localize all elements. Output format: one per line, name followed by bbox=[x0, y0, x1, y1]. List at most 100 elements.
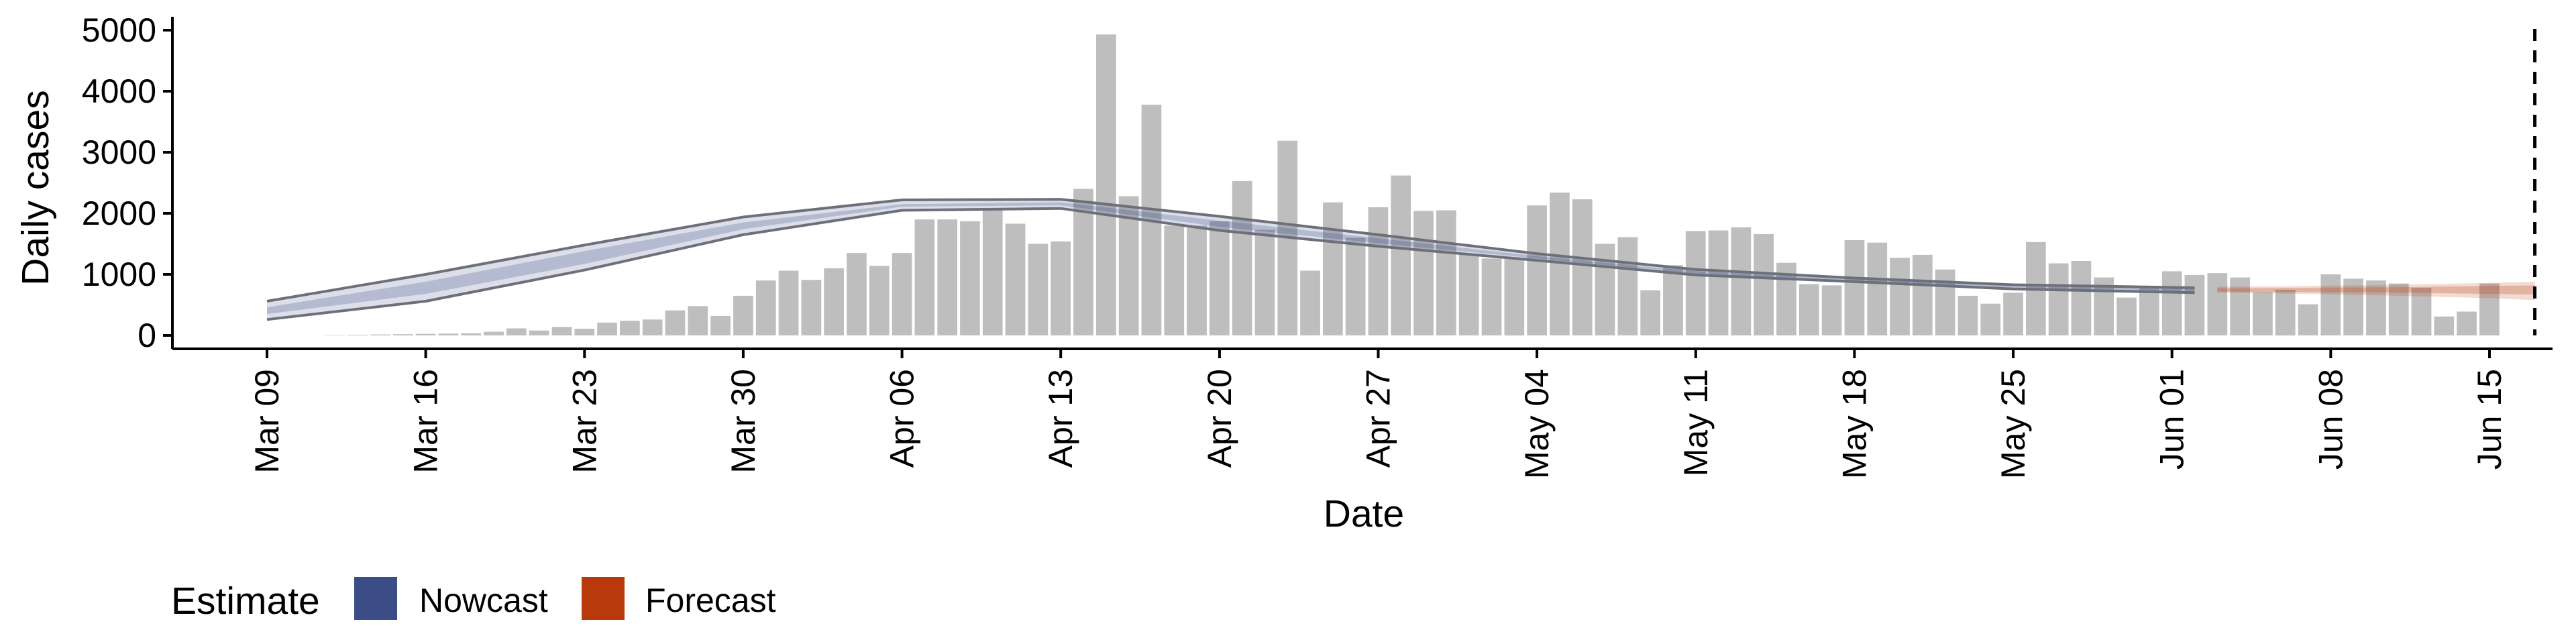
bar-84 bbox=[2230, 277, 2250, 335]
bar-13 bbox=[620, 321, 640, 335]
bar-32 bbox=[1051, 241, 1071, 335]
bar-6 bbox=[461, 333, 482, 335]
bar-16 bbox=[688, 306, 708, 335]
bar-30 bbox=[1005, 223, 1026, 335]
bar-95 bbox=[2479, 283, 2500, 335]
bar-25 bbox=[892, 253, 912, 335]
bar-23 bbox=[847, 253, 867, 335]
bar-86 bbox=[2275, 289, 2296, 336]
bar-37 bbox=[1164, 225, 1185, 335]
x-tick-label-1: Mar 16 bbox=[407, 369, 445, 474]
bar-89 bbox=[2343, 278, 2363, 335]
bar-20 bbox=[778, 270, 799, 335]
x-ticks: Mar 09 Mar 16 Mar 23 Mar 30 Apr 06 Apr 13 Apr … bbox=[248, 349, 2508, 479]
bar-63 bbox=[1754, 233, 1774, 335]
bar-44 bbox=[1323, 202, 1343, 335]
bar-69 bbox=[1890, 258, 1910, 335]
x-tick-label-9: May 11 bbox=[1677, 369, 1715, 476]
bar-87 bbox=[2298, 304, 2318, 335]
nowcast-outer-ribbon bbox=[267, 199, 2195, 320]
bar-82 bbox=[2184, 274, 2205, 335]
bar-14 bbox=[642, 319, 663, 335]
x-tick-label-6: Apr 20 bbox=[1201, 369, 1238, 468]
legend-swatch-forecast bbox=[582, 577, 625, 620]
bar-83 bbox=[2207, 273, 2228, 335]
bar-81 bbox=[2161, 271, 2182, 335]
bar-93 bbox=[2434, 316, 2455, 335]
bar-88 bbox=[2320, 274, 2341, 335]
bar-70 bbox=[1913, 254, 1933, 335]
legend-swatch-nowcast bbox=[354, 577, 397, 620]
bar-17 bbox=[710, 315, 731, 335]
legend-title: Estimate bbox=[171, 580, 320, 623]
x-tick-label-11: May 25 bbox=[1994, 369, 2032, 479]
y-tick-label-4: 4000 bbox=[82, 72, 156, 110]
bar-56 bbox=[1595, 244, 1615, 335]
bar-15 bbox=[665, 310, 686, 335]
x-tick-label-2: Mar 23 bbox=[566, 369, 603, 474]
y-ticks: 0 1000 2000 3000 4000 5000 bbox=[82, 11, 172, 354]
bar-12 bbox=[597, 322, 617, 335]
legend: Estimate Nowcast Forecast bbox=[171, 577, 776, 623]
nowcast-upper-line bbox=[266, 198, 2195, 303]
bar-73 bbox=[1980, 303, 2001, 335]
x-tick-label-13: Jun 08 bbox=[2312, 369, 2349, 470]
bar-79 bbox=[2116, 297, 2137, 335]
bar-85 bbox=[2253, 292, 2273, 335]
bar-49 bbox=[1436, 210, 1456, 335]
bar-46 bbox=[1368, 207, 1389, 335]
y-tick-label-3: 3000 bbox=[82, 133, 156, 171]
bar-76 bbox=[2048, 263, 2069, 335]
bar-21 bbox=[801, 280, 822, 335]
bar-39 bbox=[1210, 221, 1230, 335]
bar-34 bbox=[1096, 34, 1116, 336]
y-axis-title: Daily cases bbox=[14, 90, 57, 285]
x-tick-label-8: May 04 bbox=[1518, 369, 1556, 479]
bar-74 bbox=[2003, 292, 2023, 335]
bar-61 bbox=[1708, 230, 1729, 335]
bar-57 bbox=[1617, 237, 1638, 335]
y-tick-label-0: 0 bbox=[138, 317, 156, 354]
bar-67 bbox=[1844, 240, 1865, 335]
plot-area bbox=[266, 29, 2537, 336]
x-axis-title: Date bbox=[1324, 492, 1404, 535]
bar-77 bbox=[2071, 261, 2092, 335]
bar-94 bbox=[2457, 311, 2477, 335]
bar-0 bbox=[325, 335, 345, 336]
bar-72 bbox=[1957, 295, 1978, 335]
bar-68 bbox=[1867, 242, 1888, 335]
forecast-outer-ribbon bbox=[2217, 281, 2535, 301]
bar-24 bbox=[869, 266, 890, 335]
x-tick-label-14: Jun 15 bbox=[2471, 369, 2508, 470]
bar-10 bbox=[551, 327, 572, 335]
bar-22 bbox=[824, 268, 844, 335]
y-tick-label-1: 1000 bbox=[82, 256, 156, 293]
x-tick-label-0: Mar 09 bbox=[248, 369, 286, 474]
bar-58 bbox=[1640, 290, 1660, 335]
bar-38 bbox=[1187, 225, 1207, 335]
bar-80 bbox=[2139, 286, 2159, 335]
x-tick-label-12: Jun 01 bbox=[2153, 369, 2191, 470]
y-tick-label-2: 2000 bbox=[82, 195, 156, 232]
bar-8 bbox=[506, 328, 527, 335]
bar-47 bbox=[1391, 175, 1411, 335]
bar-27 bbox=[937, 219, 957, 335]
bar-90 bbox=[2366, 280, 2386, 335]
bar-3 bbox=[393, 334, 413, 335]
nowcast-inner-ribbon bbox=[267, 202, 2195, 315]
bar-4 bbox=[415, 333, 436, 335]
bar-66 bbox=[1821, 285, 1842, 335]
bar-62 bbox=[1731, 227, 1752, 335]
x-tick-label-3: Mar 30 bbox=[724, 369, 762, 474]
bar-31 bbox=[1028, 244, 1049, 335]
bar-65 bbox=[1799, 284, 1819, 335]
bar-51 bbox=[1481, 258, 1502, 335]
bar-55 bbox=[1572, 199, 1593, 335]
forecast-inner-ribbon bbox=[2217, 285, 2535, 294]
bar-45 bbox=[1345, 237, 1366, 335]
bar-18 bbox=[733, 295, 753, 335]
bar-41 bbox=[1254, 229, 1275, 335]
bar-43 bbox=[1300, 270, 1320, 335]
bar-48 bbox=[1413, 211, 1434, 335]
